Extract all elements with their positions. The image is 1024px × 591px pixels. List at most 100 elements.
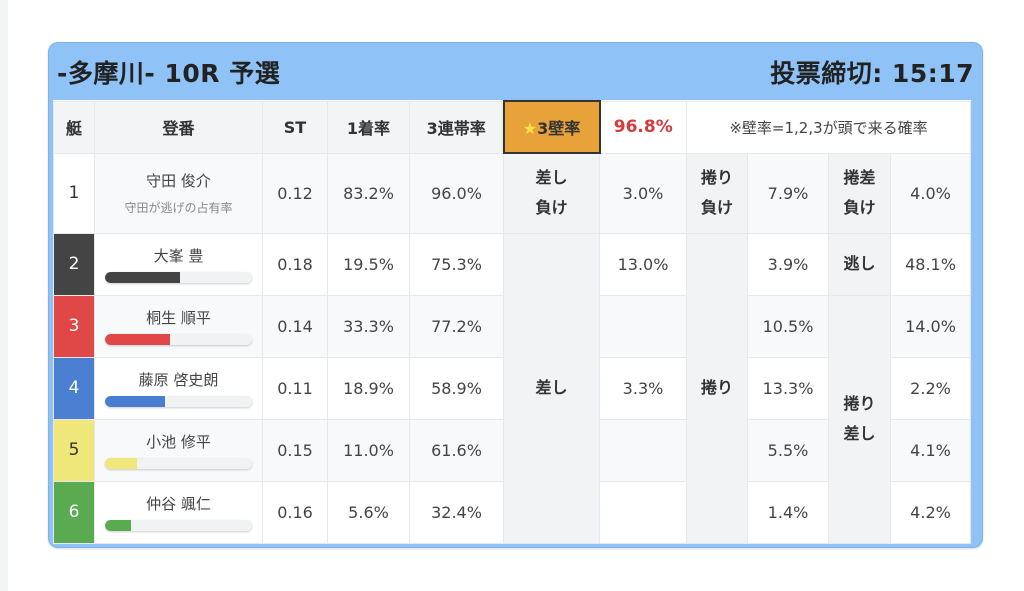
label-text: 負け xyxy=(535,198,568,218)
table-row: 4 藤原 啓史朗 0.11 18.9% 58.9% 3.3% 13.3% 2.2… xyxy=(53,356,971,420)
c2-value: 7.9% xyxy=(747,152,829,234)
col-win: 1着率 xyxy=(327,100,410,154)
top3-value: 77.2% xyxy=(409,294,504,358)
racer-sub: 守田が逃げの占有率 xyxy=(124,201,233,215)
label-sashi-make: 差し 負け xyxy=(503,152,600,234)
progress-fill xyxy=(105,520,132,531)
label-sashi: 差し xyxy=(503,232,600,544)
race-title: -多摩川- 10R 予選 xyxy=(57,58,281,88)
boat-number: 1 xyxy=(53,152,95,234)
top3-value: 58.9% xyxy=(409,356,504,420)
c1-value: 13.0% xyxy=(599,232,687,296)
top3-value: 61.6% xyxy=(409,418,504,482)
c3-value: 2.2% xyxy=(890,356,971,420)
label-text: 差し xyxy=(843,424,876,443)
racer-cell: 仲谷 颯仁 xyxy=(94,480,263,544)
boat-number: 4 xyxy=(53,356,95,420)
racer-name: 大峯 豊 xyxy=(153,247,204,265)
racer-cell: 藤原 啓史朗 xyxy=(94,356,263,420)
c3-value: 4.0% xyxy=(890,152,971,234)
top3-value: 96.0% xyxy=(409,152,504,234)
progress-fill xyxy=(105,396,166,407)
label-makuri: 捲り xyxy=(686,232,748,544)
win-value: 83.2% xyxy=(327,152,410,234)
vote-deadline: 投票締切: 15:17 xyxy=(770,58,974,88)
table-row: 3 桐生 順平 0.14 33.3% 77.2% 10.5% 捲り 差し 14.0… xyxy=(53,294,971,544)
c1-value xyxy=(599,480,687,544)
boat-number: 3 xyxy=(53,294,95,358)
label-text: 負け xyxy=(700,198,733,217)
racer-name: 桐生 順平 xyxy=(146,309,211,327)
racer-name: 小池 修平 xyxy=(146,433,211,451)
st-value: 0.11 xyxy=(262,356,328,420)
label-text: 捲り xyxy=(700,168,733,187)
wall-rate-badge: ★3壁率 xyxy=(502,100,601,154)
racer-cell: 守田 俊介守田が逃げの占有率 xyxy=(94,152,263,234)
c2-value: 5.5% xyxy=(747,418,829,482)
boat-number: 2 xyxy=(53,232,95,296)
win-value: 33.3% xyxy=(327,294,410,358)
page-edge xyxy=(0,0,8,591)
boat-number: 5 xyxy=(53,418,95,482)
race-header: -多摩川- 10R 予選 投票締切: 15:17 xyxy=(53,43,978,100)
win-value: 19.5% xyxy=(327,232,410,296)
label-makuri-sashi: 捲り 差し xyxy=(828,294,891,544)
col-top3: 3連帯率 xyxy=(409,100,504,154)
c3-value: 4.1% xyxy=(890,418,971,482)
col-name: 登番 xyxy=(94,100,263,154)
top3-value: 32.4% xyxy=(409,480,504,544)
win-value: 11.0% xyxy=(327,418,410,482)
racer-name: 仲谷 颯仁 xyxy=(146,495,211,513)
label-makusa-make: 捲差 負け xyxy=(828,152,891,234)
c1-value: 3.0% xyxy=(599,152,687,234)
label-text: 差し xyxy=(535,168,568,188)
boat-number: 6 xyxy=(53,480,95,544)
racer-name: 守田 俊介 xyxy=(146,172,211,190)
progress-fill xyxy=(105,272,180,283)
c3-value: 4.2% xyxy=(890,480,971,544)
st-value: 0.15 xyxy=(262,418,328,482)
progress-bar xyxy=(105,520,252,531)
label-makuri-make: 捲り 負け xyxy=(686,152,748,234)
table-row: 6 仲谷 颯仁 0.16 5.6% 32.4% 1.4% 4.2% xyxy=(53,480,971,544)
c2-value: 10.5% xyxy=(747,294,829,358)
st-value: 0.18 xyxy=(262,232,328,296)
c2-value: 1.4% xyxy=(747,480,829,544)
c1-value xyxy=(599,418,687,482)
label-text: 捲り xyxy=(843,394,876,413)
table-row: 1 守田 俊介守田が逃げの占有率 0.12 83.2% 96.0% 差し負け 3… xyxy=(53,152,971,234)
progress-bar xyxy=(105,272,252,283)
table-row: 2 大峯 豊 0.18 19.5% 75.3% 差し 13.0% 捲り 3.9%… xyxy=(53,232,971,544)
race-card: -多摩川- 10R 予選 投票締切: 15:17 艇 登番 ST 1着率 3連帯… xyxy=(48,42,983,548)
win-value: 18.9% xyxy=(327,356,410,420)
st-value: 0.16 xyxy=(262,480,328,544)
c2-value: 3.9% xyxy=(747,232,829,296)
progress-fill xyxy=(105,334,170,345)
st-value: 0.12 xyxy=(262,152,328,234)
racer-cell: 桐生 順平 xyxy=(94,294,263,358)
race-table: 艇 登番 ST 1着率 3連帯率 ★3壁率 96.8% ※壁率=1,2,3が頭で… xyxy=(53,100,971,544)
table-row: 5 小池 修平 0.15 11.0% 61.6% 5.5% 4.1% xyxy=(53,418,971,482)
win-value: 5.6% xyxy=(327,480,410,544)
star-icon: ★ xyxy=(522,119,538,138)
wall-rate-value: 96.8% xyxy=(599,100,687,154)
col-boat: 艇 xyxy=(53,100,95,154)
top3-value: 75.3% xyxy=(409,232,504,296)
progress-bar xyxy=(105,334,252,345)
c1-value xyxy=(599,294,687,358)
wall-rate-note: ※壁率=1,2,3が頭で来る確率 xyxy=(686,100,971,154)
c3-value: 48.1% xyxy=(890,232,971,296)
header-row: 艇 登番 ST 1着率 3連帯率 ★3壁率 96.8% ※壁率=1,2,3が頭で… xyxy=(53,100,971,154)
racer-name: 藤原 啓史朗 xyxy=(138,371,219,389)
c1-value: 3.3% xyxy=(599,356,687,420)
racer-cell: 大峯 豊 xyxy=(94,232,263,296)
wall-label: 3壁率 xyxy=(537,119,581,138)
racer-cell: 小池 修平 xyxy=(94,418,263,482)
progress-fill xyxy=(105,458,138,469)
label-text: 捲差 xyxy=(843,168,876,187)
c2-value: 13.3% xyxy=(747,356,829,420)
label-text: 負け xyxy=(843,198,876,217)
progress-bar xyxy=(105,458,252,469)
c3-value: 14.0% xyxy=(890,294,971,358)
label-nigashi: 逃し xyxy=(828,232,891,296)
